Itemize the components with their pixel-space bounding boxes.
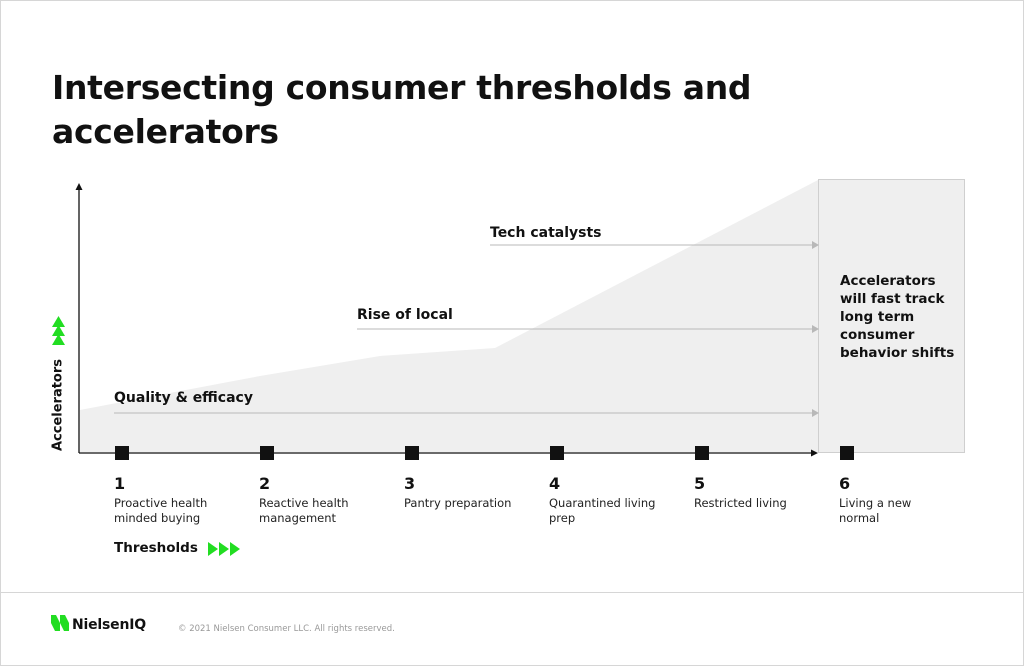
x-axis-arrowhead bbox=[811, 449, 818, 457]
accelerator-label-quality-efficacy: Quality & efficacy bbox=[114, 390, 253, 406]
outcome-box bbox=[818, 179, 965, 453]
threshold-marker-2 bbox=[260, 446, 274, 460]
triple-chevron-right-icon bbox=[208, 542, 240, 556]
threshold-marker-4 bbox=[550, 446, 564, 460]
threshold-description: Restricted living bbox=[694, 496, 787, 510]
threshold-number: 1 bbox=[114, 474, 126, 493]
threshold-2: 2 Reactive health management bbox=[259, 474, 369, 526]
accelerator-area bbox=[80, 180, 818, 452]
threshold-4: 4 Quarantined living prep bbox=[549, 474, 659, 526]
copyright-text: © 2021 Nielsen Consumer LLC. All rights … bbox=[178, 624, 395, 634]
outcome-note: Accelerators will fast track long term c… bbox=[840, 273, 955, 361]
threshold-3: 3 Pantry preparation bbox=[404, 474, 514, 511]
arrowhead-quality-efficacy bbox=[812, 409, 819, 417]
threshold-number: 4 bbox=[549, 474, 561, 493]
arrowhead-rise-of-local bbox=[812, 325, 819, 333]
threshold-description: Living a new normal bbox=[839, 496, 912, 525]
threshold-6: 6 Living a new normal bbox=[839, 474, 949, 526]
threshold-number: 2 bbox=[259, 474, 271, 493]
y-axis-arrowhead bbox=[75, 183, 83, 190]
accelerator-label-tech-catalysts: Tech catalysts bbox=[490, 225, 602, 241]
arrowhead-tech-catalysts bbox=[812, 241, 819, 249]
threshold-number: 6 bbox=[839, 474, 851, 493]
threshold-marker-6 bbox=[840, 446, 854, 460]
brand-name: NielsenIQ bbox=[72, 617, 146, 633]
triple-chevron-up-icon bbox=[52, 316, 65, 345]
threshold-number: 3 bbox=[404, 474, 416, 493]
threshold-description: Quarantined living prep bbox=[549, 496, 656, 525]
threshold-description: Reactive health management bbox=[259, 496, 349, 525]
footer-divider bbox=[0, 592, 1024, 593]
threshold-description: Proactive health minded buying bbox=[114, 496, 208, 525]
threshold-marker-1 bbox=[115, 446, 129, 460]
x-axis-label: Thresholds bbox=[114, 540, 198, 556]
threshold-description: Pantry preparation bbox=[404, 496, 512, 510]
threshold-number: 5 bbox=[694, 474, 706, 493]
page-title: Intersecting consumer thresholds and acc… bbox=[52, 68, 752, 151]
threshold-marker-3 bbox=[405, 446, 419, 460]
nielseniq-logo-icon bbox=[51, 615, 69, 631]
threshold-marker-5 bbox=[695, 446, 709, 460]
threshold-1: 1 Proactive health minded buying bbox=[114, 474, 224, 526]
y-axis-label: Accelerators bbox=[50, 358, 66, 452]
threshold-5: 5 Restricted living bbox=[694, 474, 804, 511]
accelerator-label-rise-of-local: Rise of local bbox=[357, 307, 453, 323]
